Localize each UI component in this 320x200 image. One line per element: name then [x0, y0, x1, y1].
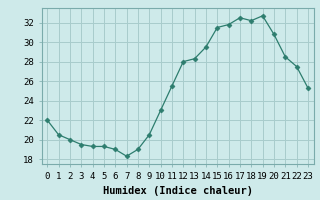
X-axis label: Humidex (Indice chaleur): Humidex (Indice chaleur) [103, 186, 252, 196]
